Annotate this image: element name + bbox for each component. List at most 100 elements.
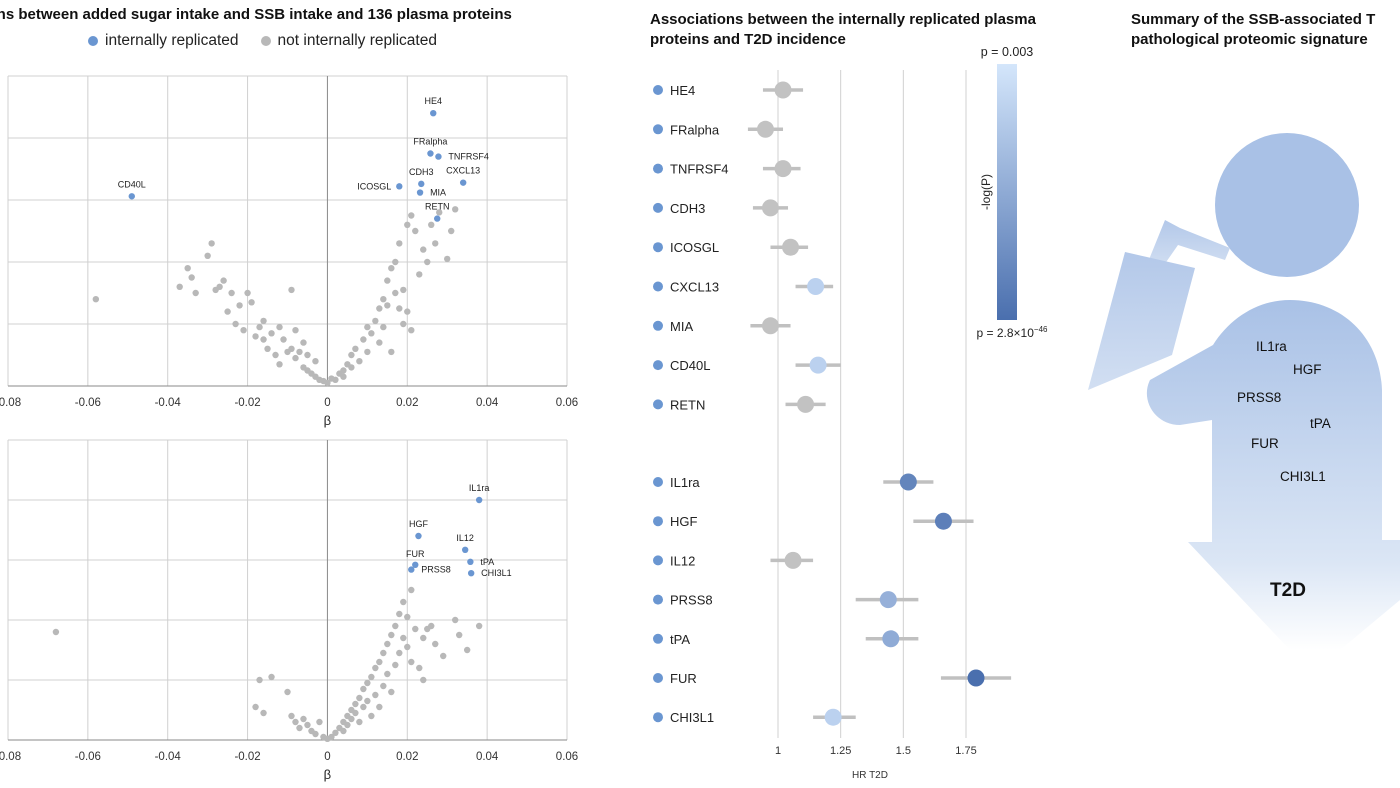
middle-panel-title: Associations between the internally repl… xyxy=(650,11,1036,48)
scatter-point-not-replicated xyxy=(340,367,347,374)
scatter-point-not-replicated xyxy=(428,221,435,228)
scatter-point-not-replicated xyxy=(364,348,371,356)
row-marker-dot xyxy=(653,242,663,253)
scatter-point-not-replicated xyxy=(352,709,359,717)
forest-row-label: FRalpha xyxy=(670,122,720,137)
scatter-point-replicated xyxy=(427,150,434,157)
scatter-point-not-replicated xyxy=(436,209,443,216)
scatter-point-not-replicated xyxy=(428,622,435,630)
x-tick-label: 0 xyxy=(324,397,330,409)
scatter-point-not-replicated xyxy=(396,305,403,312)
scatter-point-replicated xyxy=(434,215,441,222)
scatter-point-not-replicated xyxy=(380,682,387,690)
scatter-point-not-replicated xyxy=(292,718,299,726)
scatter-point-not-replicated xyxy=(248,299,255,306)
scatter-point-not-replicated xyxy=(412,625,419,633)
scatter-point-replicated xyxy=(412,561,419,568)
scatter-point-not-replicated xyxy=(396,649,403,657)
scatter-point-not-replicated xyxy=(424,258,431,266)
scatter-point-not-replicated xyxy=(420,634,427,642)
cup-shape xyxy=(1088,252,1195,390)
point-label: HGF xyxy=(409,519,429,529)
x-axis-label: β xyxy=(324,413,331,428)
forest-row-label: PRSS8 xyxy=(670,593,713,608)
row-marker-dot xyxy=(653,673,663,683)
scatter-point-not-replicated xyxy=(368,330,375,337)
scatter-point-not-replicated xyxy=(348,351,355,359)
scatter-point-not-replicated xyxy=(455,631,463,639)
row-marker-dot xyxy=(653,712,663,723)
scatter-point-not-replicated xyxy=(356,718,363,726)
row-marker-dot xyxy=(653,85,663,95)
scatter-point-replicated xyxy=(430,110,437,117)
summary-protein-label: IL1ra xyxy=(1256,339,1287,354)
legend-label-not-replicated: not internally replicated xyxy=(277,32,437,49)
row-marker-dot xyxy=(653,399,663,410)
scatter-point-not-replicated xyxy=(452,616,459,624)
x-tick-label: -0.04 xyxy=(155,397,182,409)
scatter-point-not-replicated xyxy=(176,283,183,290)
row-marker-dot xyxy=(653,124,663,135)
x-tick-label: 0.04 xyxy=(476,397,499,409)
scatter-point-not-replicated xyxy=(340,373,347,380)
forest-row-label: tPA xyxy=(670,632,690,647)
hazard-ratio-point xyxy=(899,473,917,491)
scatter-point-not-replicated xyxy=(408,327,415,334)
scatter-point-not-replicated xyxy=(296,724,303,732)
hazard-ratio-point xyxy=(934,512,952,530)
scatter-point-not-replicated xyxy=(184,265,191,272)
scatter-point-not-replicated xyxy=(332,376,339,383)
scatter-point-replicated xyxy=(128,193,135,200)
hazard-ratio-point xyxy=(761,317,779,335)
scatter-chart-top: -0.08 -0.06 -0.04 -0.02 0 0.02 0.04 0.06 β HE4 FRa… xyxy=(0,75,578,428)
scatter-point-not-replicated xyxy=(380,323,387,331)
forest-row-label: HGF xyxy=(670,514,698,529)
scatter-point-not-replicated xyxy=(400,286,407,294)
scatter-point-replicated xyxy=(467,558,474,565)
x-tick-label: 0.02 xyxy=(396,751,418,763)
scatter-point-not-replicated xyxy=(400,634,407,642)
hazard-ratio-point xyxy=(774,160,792,178)
scatter-point-not-replicated xyxy=(208,240,215,247)
point-label: IL12 xyxy=(456,533,474,543)
row-marker-dot xyxy=(653,477,663,487)
x-tick-label: 0 xyxy=(324,751,330,763)
scatter-point-not-replicated xyxy=(280,336,287,343)
x-tick-label: -0.06 xyxy=(75,397,101,409)
summary-person-figure xyxy=(1088,133,1400,650)
summary-protein-label: FUR xyxy=(1251,436,1279,451)
scatter-point-not-replicated xyxy=(256,676,263,684)
scatter-point-not-replicated xyxy=(384,670,391,678)
summary-protein-label: PRSS8 xyxy=(1237,390,1281,405)
summary-protein-labels: IL1ra HGF PRSS8 tPA FUR CHI3L1 T2D xyxy=(1237,339,1331,601)
scatter-point-not-replicated xyxy=(264,345,271,352)
scatter-point-not-replicated xyxy=(360,685,367,693)
scatter-point-not-replicated xyxy=(312,358,319,365)
forest-row-label: CHI3L1 xyxy=(670,710,714,725)
point-label: TNFRSF4 xyxy=(448,152,489,162)
legend-item-not-replicated: not internally replicated xyxy=(260,32,437,50)
scatter-point-not-replicated xyxy=(300,339,307,346)
scatter-point-not-replicated xyxy=(304,351,311,359)
x-tick-label: -0.02 xyxy=(234,397,260,409)
hazard-ratio-point xyxy=(882,630,900,648)
legend: internally replicated not internally rep… xyxy=(88,32,437,50)
scatter-point-not-replicated xyxy=(304,721,311,729)
scatter-point-not-replicated xyxy=(448,227,455,235)
person-arm-shape xyxy=(1148,220,1230,268)
scatter-point-not-replicated xyxy=(300,715,307,723)
scatter-point-not-replicated xyxy=(364,679,371,687)
hazard-ratio-point xyxy=(761,199,779,217)
scatter-point-replicated xyxy=(475,496,483,504)
scatter-point-not-replicated xyxy=(276,361,283,368)
scatter-point-replicated xyxy=(461,546,469,553)
scatter-point-not-replicated xyxy=(268,330,275,337)
x-tick-label: 0.04 xyxy=(476,751,499,763)
x-tick-label: -0.04 xyxy=(155,751,182,763)
forest-x-tick-label: 1 xyxy=(775,745,781,757)
scatter-point-not-replicated xyxy=(292,354,299,362)
point-label: FRalpha xyxy=(413,137,447,147)
scatter-point-not-replicated xyxy=(340,727,347,735)
scatter-point-not-replicated xyxy=(296,348,303,356)
row-marker-dot xyxy=(653,360,663,371)
